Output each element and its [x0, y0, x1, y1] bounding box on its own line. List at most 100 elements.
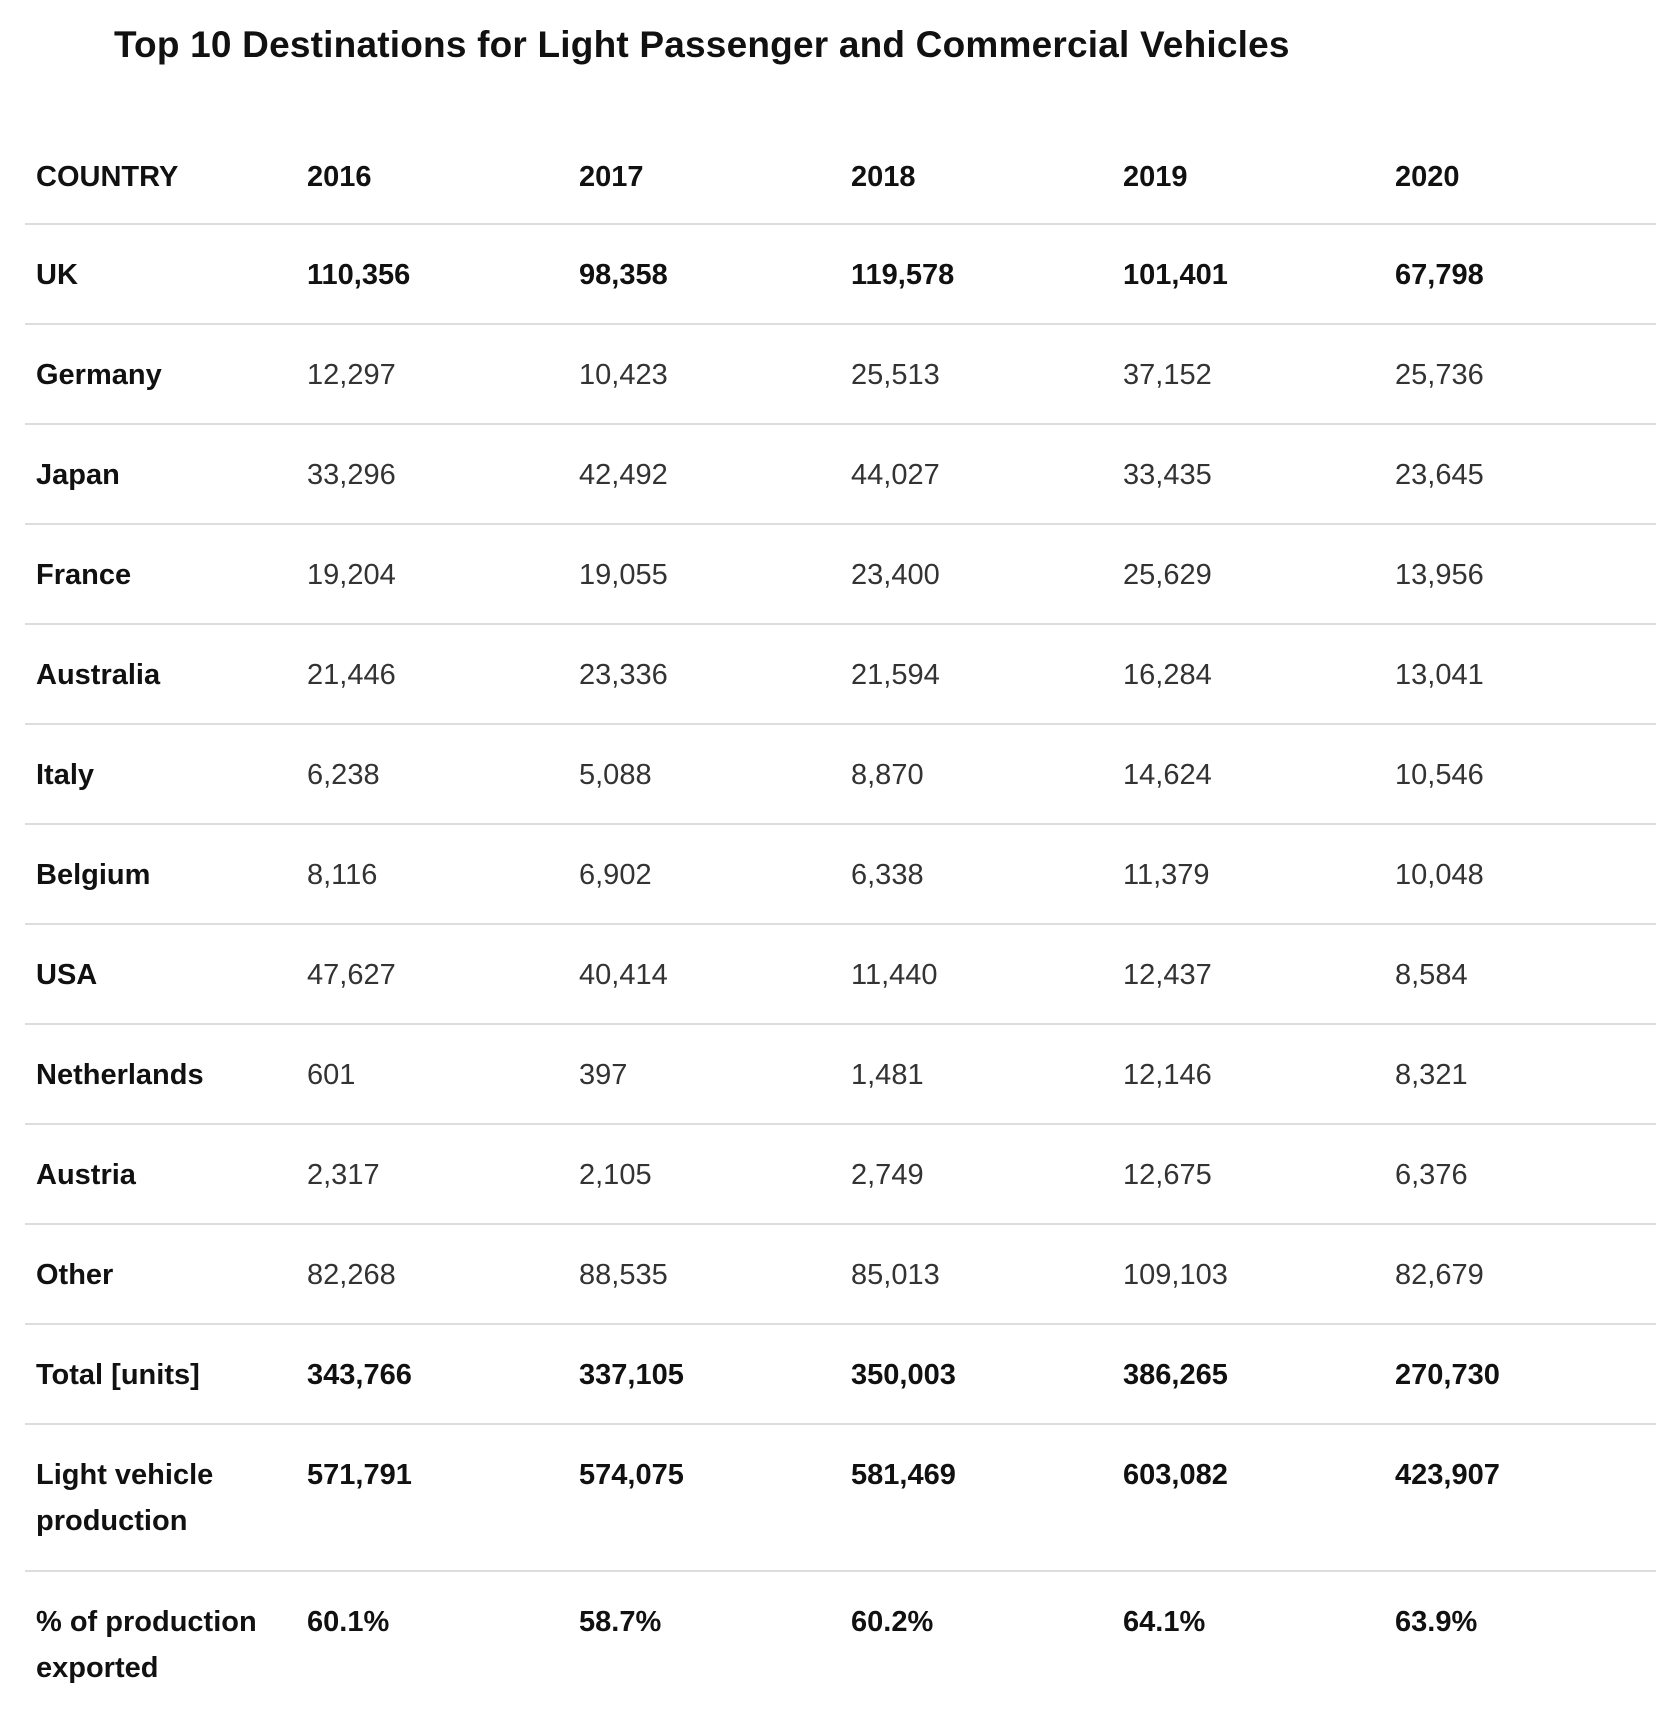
table-cell: 6,338: [840, 824, 1112, 925]
table-cell: 19,204: [296, 524, 568, 625]
table-row: Germany 12,297 10,423 25,513 37,152 25,736: [25, 324, 1656, 425]
table-cell: 581,469: [840, 1424, 1112, 1572]
table-cell: 58.7%: [579, 1606, 662, 1638]
table-cell: 64.1%: [1123, 1606, 1206, 1638]
table-cell: 12,675: [1112, 1124, 1384, 1225]
table-cell: 574,075: [568, 1424, 840, 1572]
table-row: Total [units] 343,766 337,105 350,003 386,26…: [25, 1324, 1656, 1425]
table-cell: 6,238: [296, 724, 568, 825]
table-cell: 6,376: [1384, 1124, 1656, 1225]
table-cell: 10,546: [1384, 724, 1656, 825]
row-label: Belgium: [25, 824, 296, 925]
row-label: Japan: [25, 424, 296, 525]
table-cell: 8,321: [1384, 1024, 1656, 1125]
table-row: USA 47,627 40,414 11,440 12,437 8,584: [25, 924, 1656, 1025]
column-header-country: COUNTRY: [25, 124, 296, 225]
table-cell: 603,082: [1112, 1424, 1384, 1572]
table-cell: 16,284: [1112, 624, 1384, 725]
table-cell: 337,105: [568, 1324, 840, 1425]
row-label: UK: [25, 224, 296, 325]
table-cell: 21,594: [840, 624, 1112, 725]
table-cell: 23,336: [568, 624, 840, 725]
row-label: France: [25, 524, 296, 625]
table-cell: 40,414: [568, 924, 840, 1025]
table-cell: 1,481: [840, 1024, 1112, 1125]
table-cell: 109,103: [1112, 1224, 1384, 1325]
table-cell: 60.2%: [851, 1606, 934, 1638]
table-cell: 44,027: [840, 424, 1112, 525]
table-cell: 10,048: [1384, 824, 1656, 925]
table-cell: 5,088: [568, 724, 840, 825]
table-cell: 12,146: [1112, 1024, 1384, 1125]
row-label: Netherlands: [25, 1024, 296, 1125]
column-header-2018: 2018: [840, 124, 1112, 225]
table-row: Netherlands 601 397 1,481 12,146 8,321: [25, 1024, 1656, 1125]
table-cell: 2,105: [568, 1124, 840, 1225]
row-label: Australia: [25, 624, 296, 725]
table-cell: 10,423: [568, 324, 840, 425]
table-cell: 67,798: [1384, 224, 1656, 325]
table-cell: 110,356: [296, 224, 568, 325]
table-row: Belgium 8,116 6,902 6,338 11,379 10,048: [25, 824, 1656, 925]
column-header-2020: 2020: [1384, 124, 1656, 225]
table-cell: 2,317: [296, 1124, 568, 1225]
column-header-2019: 2019: [1112, 124, 1384, 225]
table-cell: 270,730: [1384, 1324, 1656, 1425]
table-cell: 85,013: [840, 1224, 1112, 1325]
column-header-2017: 2017: [568, 124, 840, 225]
table-cell: 25,629: [1112, 524, 1384, 625]
table-row: Japan 33,296 42,492 44,027 33,435 23,645: [25, 424, 1656, 525]
table-cell: 6,902: [568, 824, 840, 925]
table-cell: 25,513: [840, 324, 1112, 425]
table-cell: 88,535: [568, 1224, 840, 1325]
table-cell: 37,152: [1112, 324, 1384, 425]
row-label: Other: [25, 1224, 296, 1325]
row-label: % of production exported: [36, 1606, 257, 1684]
table-cell: 98,358: [568, 224, 840, 325]
table-row: Austria 2,317 2,105 2,749 12,675 6,376: [25, 1124, 1656, 1225]
table-cell: 21,446: [296, 624, 568, 725]
table-cell: 8,116: [296, 824, 568, 925]
table-cell: 11,440: [840, 924, 1112, 1025]
row-label: Germany: [25, 324, 296, 425]
table-cell: 23,400: [840, 524, 1112, 625]
row-label: Total [units]: [25, 1324, 296, 1425]
table-cell: 2,749: [840, 1124, 1112, 1225]
table-cell: 14,624: [1112, 724, 1384, 825]
table-cell: 33,296: [296, 424, 568, 525]
table-row: Light vehicle production 571,791 574,075 58…: [25, 1424, 1656, 1572]
table-row: % of production exported 60.1% 58.7% 60.2% 6…: [25, 1571, 1656, 1718]
row-label: Light vehicle production: [25, 1424, 296, 1572]
table-cell: 25,736: [1384, 324, 1656, 425]
table-row: Other 82,268 88,535 85,013 109,103 82,679: [25, 1224, 1656, 1325]
table-row: Italy 6,238 5,088 8,870 14,624 10,546: [25, 724, 1656, 825]
table-cell: 23,645: [1384, 424, 1656, 525]
table-cell: 33,435: [1112, 424, 1384, 525]
table-cell: 601: [296, 1024, 568, 1125]
table-cell: 8,584: [1384, 924, 1656, 1025]
table-row: Australia 21,446 23,336 21,594 16,284 13,041: [25, 624, 1656, 725]
destinations-table: COUNTRY 2016 2017 2018 2019 2020 UK 110,3…: [25, 124, 1656, 1718]
table-cell: 11,379: [1112, 824, 1384, 925]
row-label: Austria: [25, 1124, 296, 1225]
table-cell: 101,401: [1112, 224, 1384, 325]
row-label: USA: [25, 924, 296, 1025]
table-cell: 12,437: [1112, 924, 1384, 1025]
row-label: Italy: [25, 724, 296, 825]
table-cell: 8,870: [840, 724, 1112, 825]
table-cell: 350,003: [840, 1324, 1112, 1425]
table-cell: 386,265: [1112, 1324, 1384, 1425]
table-row: UK 110,356 98,358 119,578 101,401 67,798: [25, 224, 1656, 325]
table-cell: 42,492: [568, 424, 840, 525]
table-cell: 63.9%: [1395, 1606, 1478, 1638]
table-row: France 19,204 19,055 23,400 25,629 13,956: [25, 524, 1656, 625]
table-cell: 12,297: [296, 324, 568, 425]
table-cell: 397: [568, 1024, 840, 1125]
table-cell: 19,055: [568, 524, 840, 625]
table-cell: 82,679: [1384, 1224, 1656, 1325]
table-cell: 60.1%: [307, 1606, 390, 1638]
table-cell: 82,268: [296, 1224, 568, 1325]
table-cell: 343,766: [296, 1324, 568, 1425]
header-row: COUNTRY 2016 2017 2018 2019 2020: [25, 124, 1656, 225]
table-cell: 47,627: [296, 924, 568, 1025]
